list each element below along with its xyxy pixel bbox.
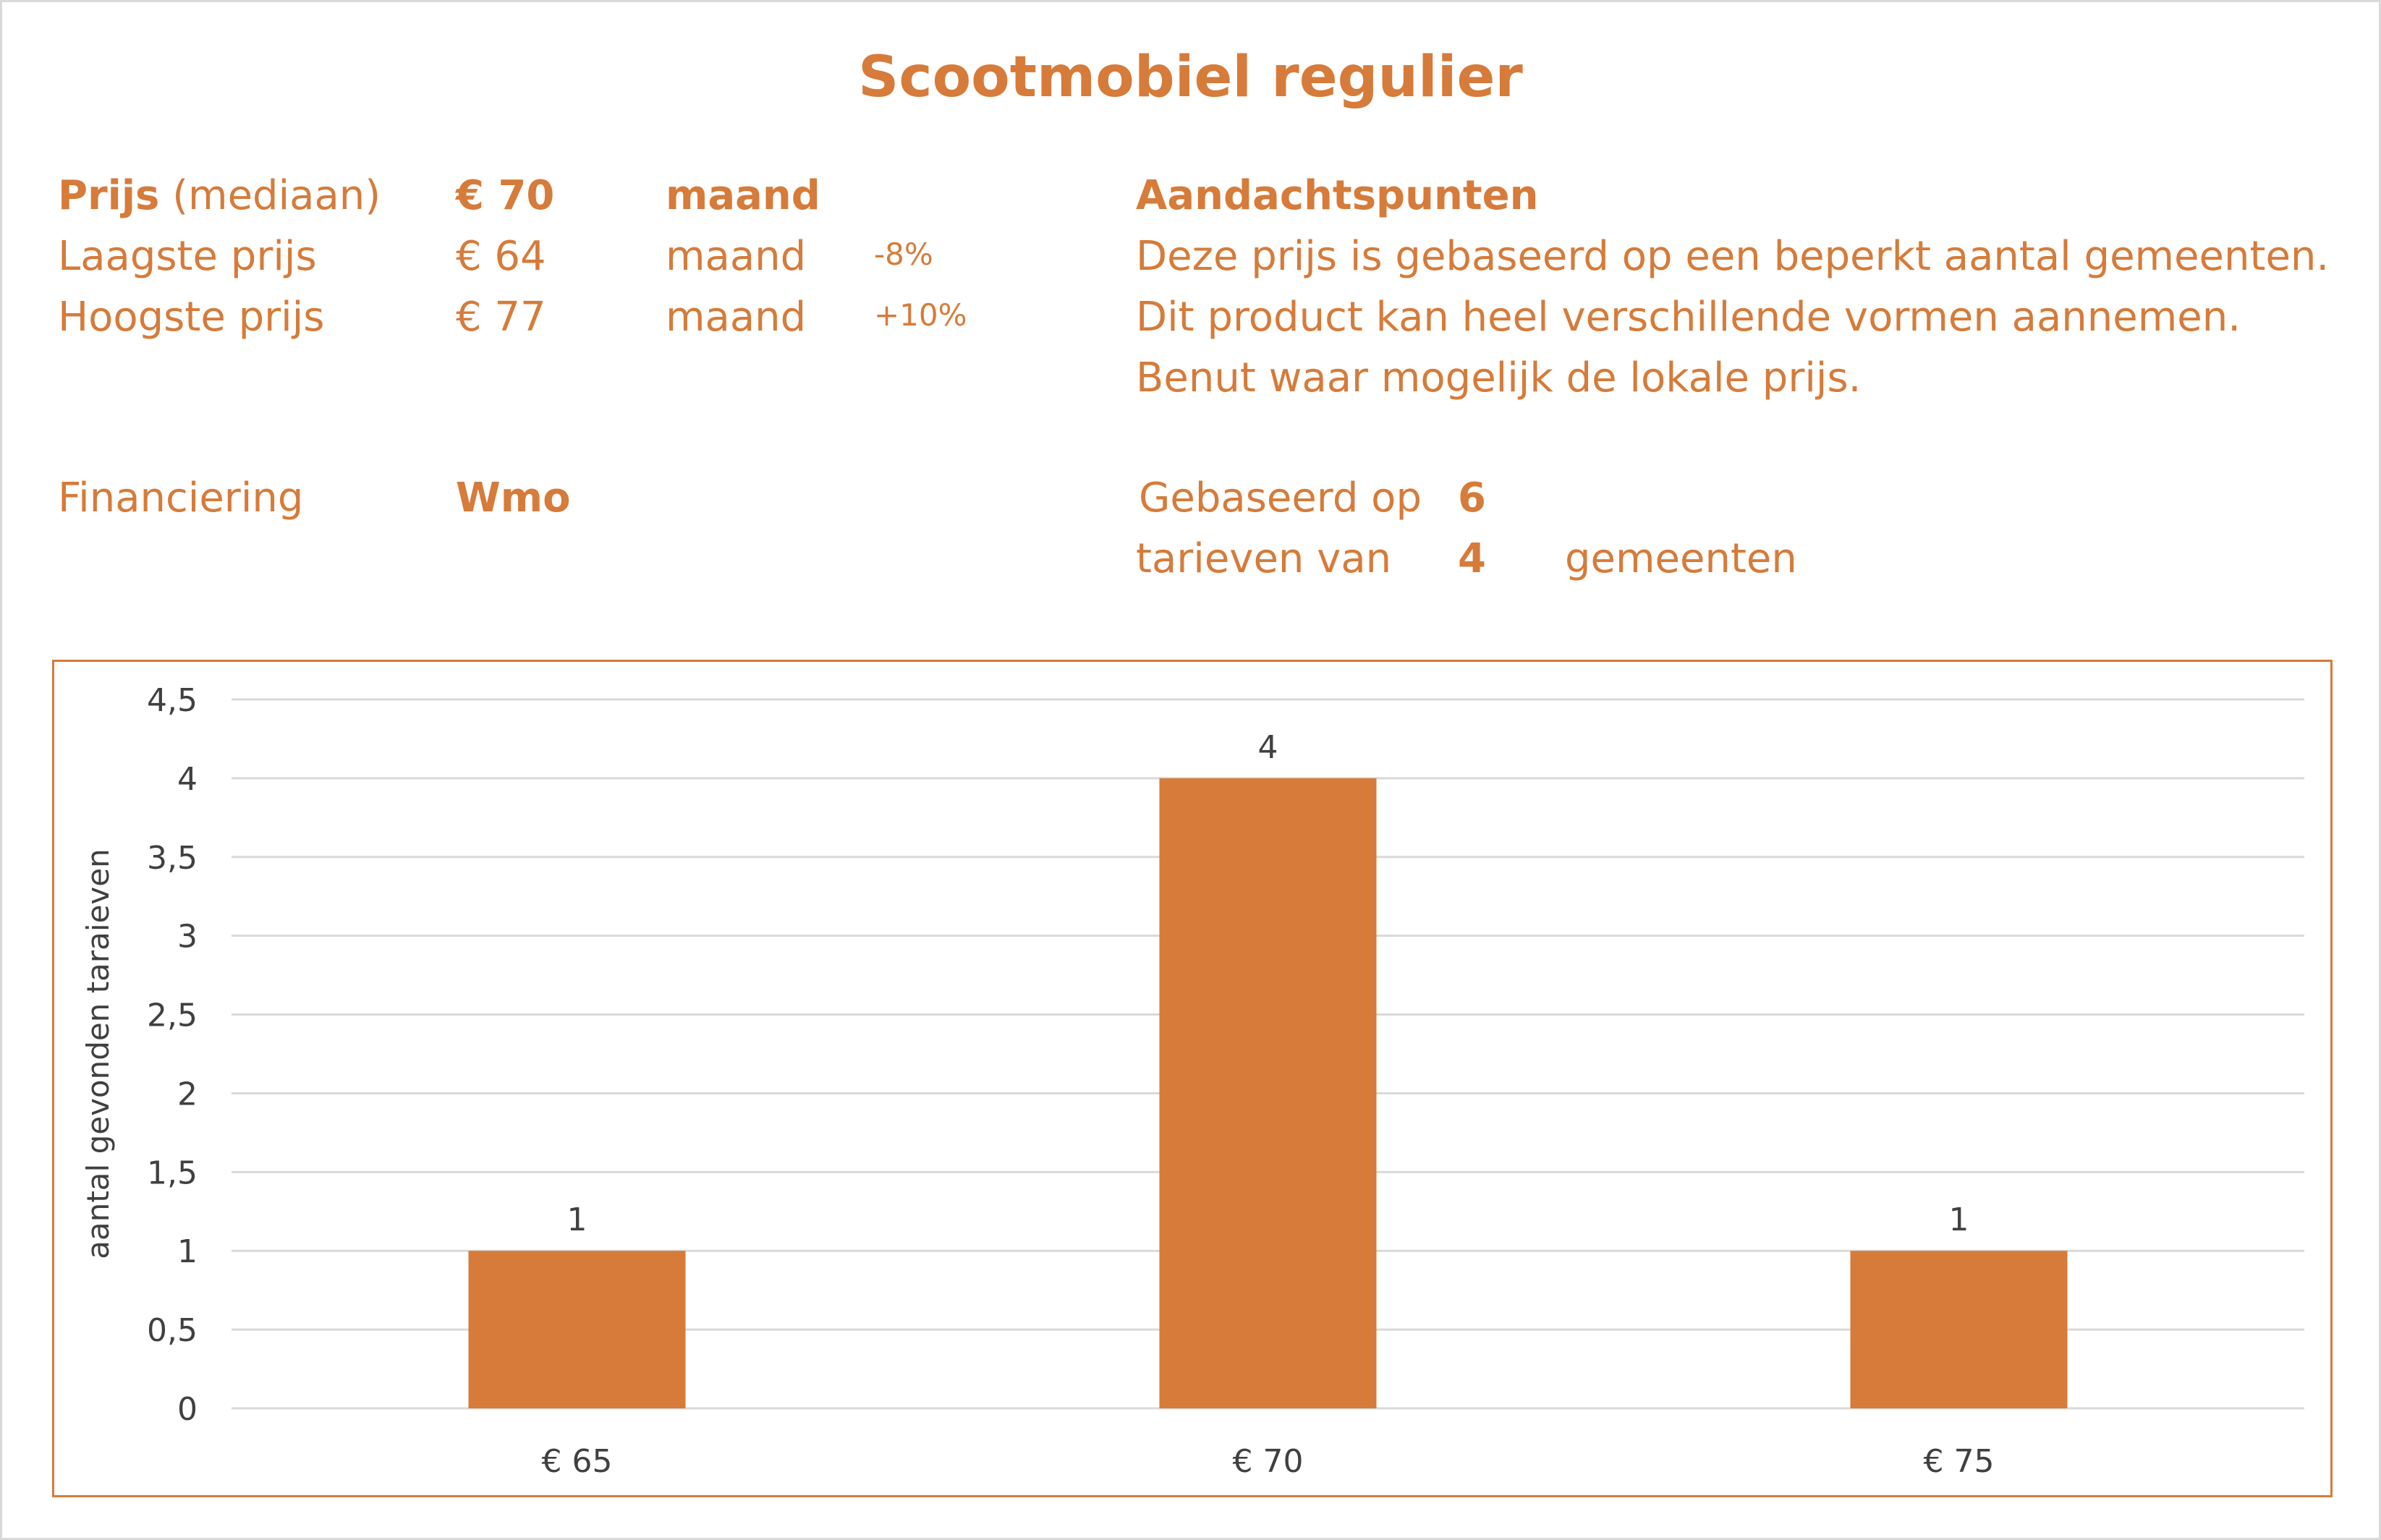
x-tick-label: € 70 (1233, 1443, 1304, 1480)
chart-area: 0 0,5 1 1,5 2 2,5 3 3,5 4 4,5 aantal gevonden tara… (52, 660, 2333, 1497)
hoogste-pct: +10% (874, 297, 967, 333)
y-tick-label: 4,5 (147, 682, 198, 719)
x-tick-label: € 65 (542, 1443, 613, 1480)
notes-line: Dit product kan heel verschillende vorme… (1136, 294, 2241, 341)
hoogste-unit: maand (666, 294, 807, 341)
notes-line: Benut waar mogelijk de lokale prijs. (1136, 354, 1862, 401)
y-tick-label: 3 (177, 919, 198, 956)
notes-heading: Aandachtspunten (1136, 172, 1539, 219)
prijs-label-bold: Prijs (58, 172, 160, 219)
y-axis-label: aantal gevonden taraieven (80, 848, 116, 1259)
bar (468, 1251, 686, 1408)
y-tick-label: 0,5 (147, 1312, 198, 1349)
laagste-unit: maand (666, 233, 807, 280)
y-tick-label: 2 (177, 1076, 198, 1113)
x-tick-label: € 75 (1924, 1443, 1995, 1480)
data-label: 1 (1949, 1201, 1969, 1238)
prijs-label-rest: (mediaan) (159, 172, 381, 219)
data-label: 1 (567, 1201, 587, 1238)
y-tick-label: 4 (177, 761, 198, 798)
bar (1850, 1251, 2068, 1408)
laagste-pct: -8% (874, 237, 933, 272)
notes-line: Deze prijs is gebaseerd op een beperkt a… (1136, 233, 2330, 280)
tarieven-label: tarieven van (1136, 535, 1392, 582)
laagste-value: € 64 (456, 233, 546, 280)
gemeenten-label: gemeenten (1565, 535, 1797, 582)
laagste-label: Laagste prijs (58, 233, 317, 280)
prijs-label: Prijs (mediaan) (58, 176, 381, 216)
prijs-value: € 70 (456, 172, 555, 219)
financiering-label: Financiering (58, 475, 304, 522)
based-value: 6 (1458, 475, 1486, 522)
based-label: Gebaseerd op (1139, 475, 1422, 522)
y-tick-label: 3,5 (147, 840, 198, 877)
data-label: 4 (1258, 729, 1278, 766)
bar-chart: 0 0,5 1 1,5 2 2,5 3 3,5 4 4,5 aantal gevonden tara… (80, 682, 2304, 1480)
y-tick-label: 2,5 (147, 997, 198, 1034)
hoogste-value: € 77 (456, 294, 546, 341)
hoogste-label: Hoogste prijs (58, 294, 325, 341)
tarieven-value: 4 (1458, 535, 1486, 582)
y-tick-label: 1,5 (147, 1154, 198, 1191)
page-title: Scootmobiel regulier (858, 45, 1523, 110)
y-tick-label: 0 (177, 1391, 198, 1428)
prijs-unit: maand (666, 172, 820, 219)
bar (1159, 778, 1377, 1408)
financiering-value: Wmo (456, 475, 571, 522)
y-tick-label: 1 (177, 1233, 198, 1270)
